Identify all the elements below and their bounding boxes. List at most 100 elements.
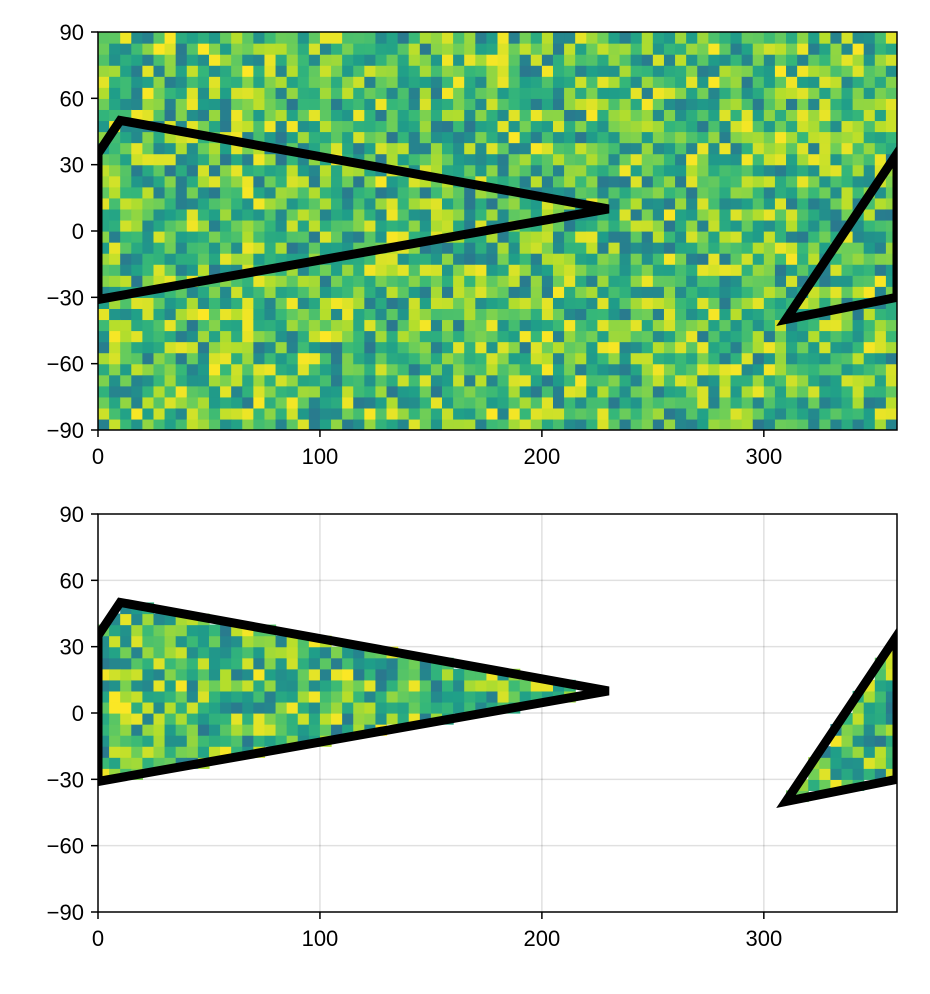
heatmap-cell — [331, 319, 343, 332]
heatmap-cell — [120, 319, 132, 332]
heatmap-cell — [652, 363, 665, 376]
heatmap-cell — [375, 253, 388, 265]
heatmap-cell — [519, 385, 532, 398]
heatmap-cell — [597, 308, 610, 321]
heatmap-cell — [475, 219, 488, 232]
heatmap-cell — [663, 65, 676, 77]
heatmap-cell — [541, 65, 554, 77]
heatmap-cell — [353, 330, 365, 343]
heatmap-cell — [208, 32, 221, 44]
heatmap-cell — [730, 253, 743, 265]
heatmap-cell — [153, 713, 166, 725]
heatmap-cell — [541, 98, 554, 110]
heatmap-cell — [98, 54, 110, 66]
heatmap-cell — [464, 690, 476, 703]
heatmap-cell — [264, 231, 277, 243]
heatmap-cell — [519, 297, 532, 309]
heatmap-cell — [308, 701, 321, 714]
heatmap-cell — [197, 219, 210, 232]
heatmap-cell — [874, 701, 887, 714]
heatmap-cell — [264, 297, 277, 309]
heatmap-cell — [419, 275, 432, 287]
heatmap-cell — [619, 208, 632, 221]
heatmap-cell — [297, 153, 310, 166]
heatmap-cell — [319, 319, 332, 332]
heatmap-cell — [863, 131, 876, 144]
heatmap-cell — [630, 308, 643, 321]
heatmap-cell — [386, 87, 399, 99]
heatmap-cell — [175, 131, 188, 144]
heatmap-cell — [641, 297, 654, 309]
heatmap-cell — [741, 153, 754, 166]
heatmap-cell — [797, 208, 809, 221]
heatmap-cell — [486, 385, 499, 398]
heatmap-cell — [308, 286, 321, 298]
heatmap-cell — [552, 231, 565, 243]
heatmap-cell — [730, 98, 743, 110]
heatmap-cell — [630, 418, 643, 430]
heatmap-cell — [641, 98, 654, 110]
heatmap-cell — [153, 197, 166, 210]
heatmap-cell — [186, 208, 199, 221]
heatmap-cell — [131, 646, 143, 659]
heatmap-cell — [275, 352, 288, 365]
heatmap-cell — [675, 43, 687, 55]
heatmap-cell — [98, 396, 110, 409]
heatmap-cell — [197, 352, 210, 365]
heatmap-cell — [786, 385, 798, 398]
heatmap-cell — [808, 197, 820, 210]
heatmap-cell — [686, 153, 698, 166]
heatmap-cell — [109, 76, 121, 88]
heatmap-cell — [530, 87, 543, 99]
heatmap-cell — [586, 264, 598, 276]
heatmap-cell — [220, 308, 232, 321]
heatmap-cell — [186, 319, 199, 332]
heatmap-cell — [852, 724, 865, 736]
heatmap-cell — [697, 164, 709, 177]
heatmap-cell — [830, 253, 843, 265]
heatmap-cell — [109, 407, 121, 420]
heatmap-cell — [697, 418, 709, 430]
heatmap-cell — [175, 98, 188, 110]
heatmap-cell — [575, 363, 587, 376]
heatmap-cell — [419, 374, 432, 387]
heatmap-cell — [331, 363, 343, 376]
heatmap-cell — [874, 242, 887, 254]
heatmap-cell — [275, 385, 288, 398]
heatmap-cell — [464, 76, 476, 88]
heatmap-cell — [741, 43, 754, 55]
heatmap-cell — [208, 253, 221, 265]
y-tick-label: −90 — [47, 900, 84, 925]
heatmap-cell — [175, 120, 188, 133]
heatmap-cell — [797, 231, 809, 243]
heatmap-cell — [408, 109, 421, 122]
heatmap-cell — [464, 374, 476, 387]
heatmap-cell — [242, 690, 254, 703]
heatmap-cell — [98, 668, 110, 681]
heatmap-cell — [453, 164, 465, 177]
heatmap-cell — [120, 385, 132, 398]
heatmap-cell — [863, 746, 876, 758]
heatmap-cell — [841, 253, 854, 265]
heatmap-cell — [719, 54, 732, 66]
heatmap-cell — [397, 98, 410, 110]
heatmap-cell — [774, 32, 787, 44]
heatmap-cell — [885, 407, 897, 420]
heatmap-cell — [164, 418, 177, 430]
heatmap-cell — [430, 65, 443, 77]
heatmap-cell — [697, 131, 709, 144]
heatmap-cell — [741, 175, 754, 188]
heatmap-cell — [730, 54, 743, 66]
heatmap-cell — [575, 297, 587, 309]
heatmap-cell — [208, 701, 221, 714]
heatmap-cell — [442, 275, 454, 287]
heatmap-cell — [142, 87, 155, 99]
heatmap-cell — [142, 330, 155, 343]
heatmap-cell — [453, 153, 465, 166]
heatmap-cell — [120, 624, 132, 637]
heatmap-cell — [486, 54, 499, 66]
heatmap-cell — [120, 341, 132, 354]
heatmap-cell — [231, 646, 243, 659]
heatmap-cell — [708, 330, 721, 343]
heatmap-cell — [686, 65, 698, 77]
